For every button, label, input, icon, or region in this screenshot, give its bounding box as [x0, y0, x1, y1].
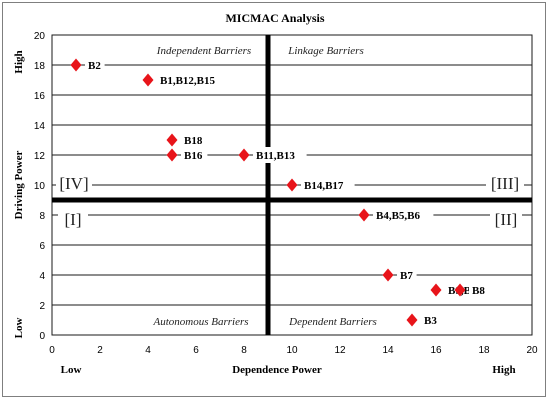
x-tick-label: 12 — [334, 345, 346, 356]
data-point-marker — [430, 283, 442, 297]
data-point-label: B2 — [88, 60, 101, 72]
data-label-bg — [157, 72, 231, 88]
y-axis-label: Driving Power — [13, 151, 25, 220]
y-tick-labels: 0 2 4 6 8 10 12 14 16 18 20 — [34, 31, 46, 342]
quadrant-numeral-iv: [IV] — [59, 174, 88, 193]
data-point-marker — [454, 283, 466, 297]
y-tick-label: 6 — [39, 241, 45, 252]
x-tick-label: 8 — [241, 345, 247, 356]
numeral-bg-ii — [490, 208, 522, 230]
x-tick-label: 16 — [430, 345, 442, 356]
data-point-marker — [142, 73, 154, 87]
data-label-bg — [301, 177, 355, 193]
y-axis-low-label: Low — [13, 318, 25, 339]
y-tick-label: 8 — [39, 211, 45, 222]
data-label-bg — [253, 147, 307, 163]
data-point-marker — [238, 148, 250, 162]
data-point-label: B16 — [184, 150, 203, 162]
plot-area — [51, 34, 533, 336]
numeral-bg-iii — [486, 172, 524, 194]
data-point-label: B8 — [472, 285, 485, 297]
data-point-marker — [406, 313, 418, 327]
data-label-bg — [85, 57, 105, 73]
title-bg-autonomous — [146, 314, 256, 329]
y-tick-label: 0 — [39, 331, 45, 342]
quadrant-title-linkage: Linkage Barriers — [287, 45, 363, 57]
chart-title: MICMAC Analysis — [225, 11, 324, 25]
quadrant-titles: Independent Barriers Linkage Barriers Au… — [146, 43, 385, 329]
quadrant-title-independent: Independent Barriers — [156, 45, 251, 57]
numeral-bg-i — [58, 208, 88, 230]
data-point-label: B7 — [400, 270, 413, 282]
quadrant-numeral-iii: [III] — [491, 174, 519, 193]
x-tick-label: 2 — [97, 345, 103, 356]
x-tick-label: 6 — [193, 345, 199, 356]
data-label-bg — [181, 132, 208, 148]
data-label-bg — [397, 267, 417, 283]
y-tick-label: 12 — [34, 151, 46, 162]
data-point-label: B3 — [424, 315, 437, 327]
y-axis-high-label: High — [13, 50, 25, 73]
data-point-marker — [70, 58, 82, 72]
quadrant-numeral-i: [I] — [65, 210, 82, 229]
x-tick-label: 14 — [382, 345, 394, 356]
quadrant-dividers — [52, 35, 532, 335]
y-tick-label: 20 — [34, 31, 46, 42]
data-label-bg — [181, 147, 208, 163]
x-tick-label: 10 — [286, 345, 298, 356]
quadrant-title-autonomous: Autonomous Barriers — [152, 316, 248, 328]
quadrant-numeral-ii: [II] — [495, 210, 518, 229]
data-point-label: B11,B13 — [256, 150, 295, 162]
x-axis-label: Dependence Power — [232, 364, 322, 376]
data-point-label: B14,B17 — [304, 180, 344, 192]
title-bg-linkage — [280, 43, 372, 58]
y-tick-label: 18 — [34, 61, 46, 72]
x-tick-label: 0 — [49, 345, 55, 356]
numeral-bg-iv — [56, 172, 92, 194]
data-point-label: B1,B12,B15 — [160, 75, 216, 87]
y-tick-label: 10 — [34, 181, 46, 192]
data-point-marker — [358, 208, 370, 222]
quadrant-numerals: [IV] [III] [I] [II] — [56, 172, 524, 230]
y-tick-label: 16 — [34, 91, 46, 102]
quadrant-title-dependent: Dependent Barriers — [288, 316, 377, 328]
x-axis-low-label: Low — [61, 364, 82, 376]
x-axis-high-label: High — [492, 364, 515, 376]
data-point-label: B4,B5,B6 — [376, 210, 421, 222]
data-point-marker — [166, 148, 178, 162]
x-tick-label: 20 — [526, 345, 538, 356]
y-tick-label: 4 — [39, 271, 45, 282]
data-label-bg — [421, 312, 441, 328]
data-point-marker — [286, 178, 298, 192]
x-tick-labels: 0 2 4 6 8 10 12 14 16 18 20 — [49, 345, 538, 356]
x-tick-label: 18 — [478, 345, 490, 356]
y-tick-label: 2 — [39, 301, 45, 312]
title-bg-independent — [146, 43, 262, 58]
data-label-bg — [469, 282, 489, 298]
x-tick-label: 4 — [145, 345, 151, 356]
data-points: B2 B1,B12,B15 B18 B16 B11,B13 B14,B17 B4,B5,B6… — [70, 57, 492, 328]
data-label-bg — [373, 207, 434, 223]
plot-border — [51, 34, 533, 336]
data-point-marker — [382, 268, 394, 282]
title-bg-dependent — [281, 314, 385, 329]
data-point-marker — [166, 133, 178, 147]
data-point-label: B18 — [184, 135, 203, 147]
y-tick-label: 14 — [34, 121, 46, 132]
